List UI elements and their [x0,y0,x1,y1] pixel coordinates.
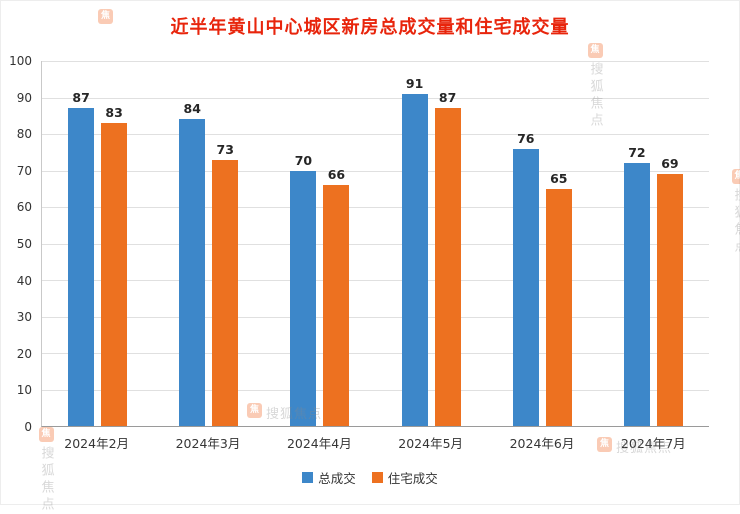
watermark-text: 搜狐焦点 [730,188,740,256]
bar-总成交[interactable] [402,94,428,426]
bar-总成交[interactable] [513,149,539,426]
y-tick-label: 90 [17,91,32,105]
bar-group: 72 69 [598,61,709,426]
bar-wrap: 70 [290,61,316,426]
x-axis-label: 2024年5月 [375,433,486,452]
bar-住宅成交[interactable] [101,123,127,426]
bar-wrap: 66 [323,61,349,426]
chart-title: 近半年黄山中心城区新房总成交量和住宅成交量 [1,13,739,39]
bar-group: 70 66 [264,61,375,426]
bar-value-label: 70 [295,153,312,168]
legend-item[interactable]: 总成交 [302,468,356,487]
bar-groups: 87 83 84 73 70 66 91 87 76 65 72 69 [42,61,709,426]
bar-value-label: 73 [217,142,234,157]
bar-wrap: 84 [179,61,205,426]
y-tick-label: 40 [17,274,32,288]
bar-group: 84 73 [153,61,264,426]
bar-wrap: 73 [212,61,238,426]
bar-value-label: 87 [72,90,89,105]
bar-value-label: 84 [184,101,201,116]
y-tick-label: 0 [24,420,32,434]
bar-value-label: 72 [628,145,645,160]
bar-住宅成交[interactable] [435,108,461,426]
sohu-focus-logo-icon: 焦 [732,169,740,184]
plot-area: 87 83 84 73 70 66 91 87 76 65 72 69 [41,61,709,427]
bar-wrap: 87 [435,61,461,426]
legend-swatch [372,472,383,483]
y-tick-label: 50 [17,237,32,251]
x-axis-label: 2024年2月 [41,433,152,452]
x-axis-label: 2024年7月 [598,433,709,452]
y-tick-label: 70 [17,164,32,178]
bar-wrap: 83 [101,61,127,426]
bar-住宅成交[interactable] [323,185,349,426]
bar-总成交[interactable] [624,163,650,426]
bar-value-label: 87 [439,90,456,105]
x-axis-label: 2024年4月 [264,433,375,452]
chart-legend: 总成交 住宅成交 [1,468,739,487]
bar-wrap: 72 [624,61,650,426]
bar-总成交[interactable] [179,119,205,426]
y-tick-label: 100 [9,54,32,68]
sohu-focus-logo-icon: 焦 [588,43,603,58]
bar-group: 91 87 [376,61,487,426]
bar-wrap: 87 [68,61,94,426]
bar-group: 76 65 [487,61,598,426]
y-tick-label: 20 [17,347,32,361]
bar-value-label: 69 [661,156,678,171]
y-tick-label: 60 [17,200,32,214]
bar-value-label: 65 [550,171,567,186]
bar-value-label: 76 [517,131,534,146]
y-tick-label: 80 [17,127,32,141]
x-axis-label: 2024年6月 [486,433,597,452]
bar-住宅成交[interactable] [657,174,683,426]
bar-group: 87 83 [42,61,153,426]
x-axis-label: 2024年3月 [152,433,263,452]
bar-wrap: 76 [513,61,539,426]
y-tick-label: 30 [17,310,32,324]
legend-label: 总成交 [318,468,356,487]
bar-value-label: 91 [406,76,423,91]
bar-value-label: 66 [328,167,345,182]
legend-swatch [302,472,313,483]
bar-wrap: 69 [657,61,683,426]
legend-item[interactable]: 住宅成交 [372,468,438,487]
bar-总成交[interactable] [290,171,316,427]
legend-label: 住宅成交 [388,468,438,487]
bar-住宅成交[interactable] [212,160,238,426]
bar-wrap: 65 [546,61,572,426]
bar-value-label: 83 [105,105,122,120]
bar-总成交[interactable] [68,108,94,426]
bar-住宅成交[interactable] [546,189,572,426]
y-tick-label: 10 [17,383,32,397]
bar-wrap: 91 [402,61,428,426]
